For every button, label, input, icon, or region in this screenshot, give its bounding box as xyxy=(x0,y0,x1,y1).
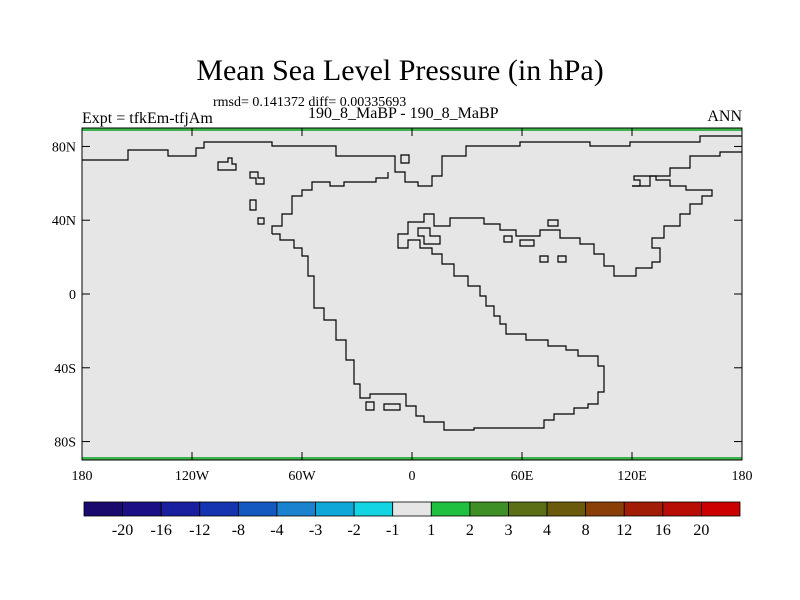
map-background xyxy=(82,128,742,460)
colorbar-swatch xyxy=(160,501,201,517)
lat-tick-label: 40S xyxy=(54,362,76,377)
colorbar-swatch xyxy=(392,501,432,517)
coastline-inner-island-d xyxy=(557,255,567,263)
coastline-inner-island-e xyxy=(547,219,559,227)
lon-tick-label: 120W xyxy=(175,469,210,484)
colorbar-label: 1 xyxy=(427,522,435,539)
colorbar-swatch xyxy=(122,501,162,517)
lon-tick-label: 120E xyxy=(617,469,647,484)
colorbar-label: 12 xyxy=(616,522,632,539)
coastlines xyxy=(82,135,742,431)
lon-tick-label: 180 xyxy=(732,469,753,484)
coastline-north-land xyxy=(632,151,742,187)
coastline-island-c xyxy=(249,199,257,211)
colorbar-swatch xyxy=(585,501,625,517)
colorbar-swatch xyxy=(469,501,509,517)
colorbar-label: -20 xyxy=(112,522,133,539)
map-title: Mean Sea Level Pressure (in hPa) xyxy=(196,54,604,87)
colorbar-label: -2 xyxy=(347,522,360,539)
colorbar-swatch xyxy=(546,501,587,517)
lon-tick-label: 60W xyxy=(288,469,316,484)
lon-tick-label: 0 xyxy=(409,469,416,484)
colorbar-label: 8 xyxy=(582,522,590,539)
colorbar-label: 20 xyxy=(693,522,709,539)
coastline-pangaea xyxy=(272,175,713,431)
coastline-inner-island-c xyxy=(539,255,549,263)
colorbar-swatch xyxy=(353,501,394,517)
colorbar-label: -12 xyxy=(189,522,210,539)
stats-text: rmsd= 0.141372 diff= 0.00335693 xyxy=(213,95,407,110)
colorbar-label: -4 xyxy=(270,522,283,539)
season-label: ANN xyxy=(707,108,742,125)
colorbar-swatch xyxy=(276,501,316,517)
colorbar-label: 16 xyxy=(655,522,671,539)
coastline-inner-sea xyxy=(417,227,441,245)
colorbar-label: -16 xyxy=(151,522,172,539)
colorbar-swatch xyxy=(508,501,548,517)
colorbar-swatch xyxy=(430,501,471,517)
lat-tick-label: 40N xyxy=(52,214,76,229)
coastline-south-island-a xyxy=(365,401,375,411)
lon-tick-label: 180 xyxy=(72,469,93,484)
colorbar-label: 2 xyxy=(466,522,474,539)
colorbar-label: -3 xyxy=(309,522,322,539)
colorbar-swatch xyxy=(623,501,664,517)
lat-tick-label: 80S xyxy=(54,436,76,451)
period-label: 190_8_MaBP - 190_8_MaBP xyxy=(308,105,499,122)
colorbar-label: 4 xyxy=(543,522,551,539)
colorbar-label: 3 xyxy=(504,522,512,539)
colorbar-label: -1 xyxy=(386,522,399,539)
coastline-island-e xyxy=(400,154,410,164)
lat-tick-label: 0 xyxy=(69,288,76,303)
experiment-label: Expt = tfkEm-tfjAm xyxy=(82,110,213,127)
colorbar-swatch xyxy=(701,501,741,517)
coastline-inner-island-a xyxy=(503,235,513,243)
coastline-island-a xyxy=(217,157,237,171)
coastline-americas-north xyxy=(271,172,389,234)
lon-tick-label: 60E xyxy=(511,469,534,484)
colorbar-swatch xyxy=(199,501,239,517)
latitude-ticks: 80N 40N 0 40S 80S xyxy=(52,140,742,451)
colorbar-swatch xyxy=(83,501,123,517)
colorbar-swatch xyxy=(315,501,355,517)
colorbar-swatch xyxy=(662,501,702,517)
coastline-north-polar xyxy=(82,135,742,187)
colorbar-label: -8 xyxy=(232,522,245,539)
coastline-island-b xyxy=(249,171,265,185)
coastline-inner-island-b xyxy=(519,239,535,247)
longitude-ticks: 180 120W 60W 0 60E 120E 180 xyxy=(72,128,753,484)
lat-tick-label: 80N xyxy=(52,140,76,155)
coastline-south-island-b xyxy=(383,403,401,411)
colorbar-swatch xyxy=(237,501,278,517)
colorbar: -20 -16 -12 -8 -4 -3 -2 -1 1 2 3 4 8 12 16 20 xyxy=(83,501,741,539)
coastline-island-d xyxy=(257,217,265,225)
